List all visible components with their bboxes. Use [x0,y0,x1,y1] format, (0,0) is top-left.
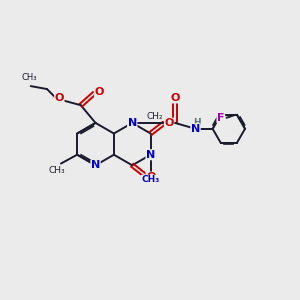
Text: N: N [128,118,137,128]
Text: O: O [95,87,104,97]
Text: N: N [91,160,100,170]
Text: CH₃: CH₃ [22,73,37,82]
Text: H: H [193,118,201,127]
Text: O: O [170,93,180,103]
Text: O: O [55,93,64,103]
Text: O: O [164,118,174,128]
Text: CH₂: CH₂ [146,112,163,121]
Text: CH₃: CH₃ [142,175,160,184]
Text: F: F [217,113,224,123]
Text: N: N [146,150,155,160]
Text: O: O [146,172,155,182]
Text: CH₃: CH₃ [48,167,65,176]
Text: N: N [191,124,200,134]
